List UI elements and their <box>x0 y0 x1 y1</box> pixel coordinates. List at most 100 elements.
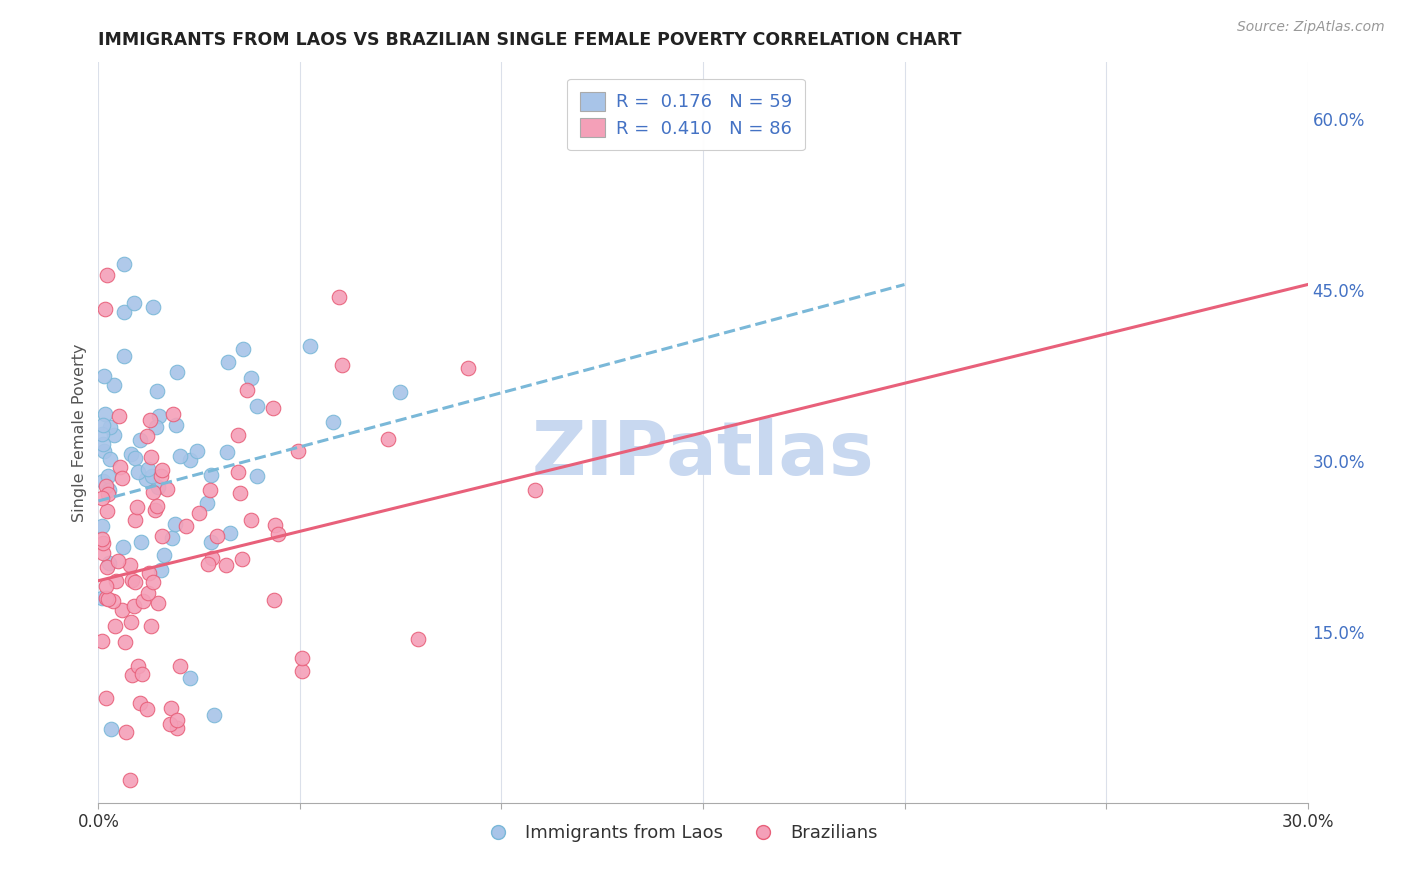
Point <box>145 499 167 513</box>
Point <box>235 383 257 397</box>
Point <box>121 667 143 681</box>
Text: IMMIGRANTS FROM LAOS VS BRAZILIAN SINGLE FEMALE POVERTY CORRELATION CHART: IMMIGRANTS FROM LAOS VS BRAZILIAN SINGLE… <box>98 31 962 49</box>
Point <box>115 725 138 739</box>
Point <box>124 574 146 589</box>
Point <box>166 722 188 736</box>
Point <box>165 516 187 531</box>
Point <box>174 519 197 533</box>
Point <box>198 483 221 498</box>
Point <box>328 289 350 303</box>
Point <box>143 503 166 517</box>
Point <box>122 599 145 613</box>
Point <box>179 671 201 685</box>
Point <box>108 460 131 475</box>
Point <box>91 474 114 488</box>
Point <box>330 358 353 372</box>
Point <box>246 400 269 414</box>
Point <box>127 500 149 514</box>
Point <box>97 469 120 483</box>
Point <box>107 553 129 567</box>
Point <box>166 365 188 379</box>
Point <box>138 566 160 580</box>
Point <box>96 268 118 282</box>
Point <box>91 437 114 451</box>
Point <box>263 592 285 607</box>
Point <box>127 465 149 479</box>
Point <box>97 483 120 498</box>
Point <box>91 634 114 648</box>
Point <box>118 558 141 572</box>
Point <box>94 302 117 317</box>
Point <box>96 560 118 574</box>
Point <box>145 384 167 398</box>
Point <box>91 491 114 505</box>
Point <box>166 713 188 727</box>
Point <box>200 468 222 483</box>
Point <box>105 574 128 588</box>
Point <box>97 556 120 570</box>
Point <box>108 409 131 424</box>
Point <box>240 513 263 527</box>
Point <box>111 540 134 554</box>
Point <box>120 447 142 461</box>
Point <box>162 408 184 422</box>
Point <box>217 355 239 369</box>
Point <box>93 417 115 432</box>
Point <box>239 371 262 385</box>
Point <box>139 450 162 464</box>
Point <box>389 385 412 400</box>
Point <box>104 619 127 633</box>
Point <box>169 659 191 673</box>
Point <box>228 486 250 500</box>
Point <box>93 407 115 421</box>
Point <box>112 350 135 364</box>
Point <box>188 506 211 520</box>
Point <box>94 690 117 705</box>
Point <box>96 504 118 518</box>
Point <box>91 533 114 547</box>
Point <box>91 519 114 533</box>
Point <box>246 468 269 483</box>
Point <box>91 546 114 560</box>
Point <box>91 591 114 606</box>
Point <box>114 635 136 649</box>
Point <box>100 722 122 736</box>
Point <box>195 496 218 510</box>
Point <box>136 702 159 716</box>
Point <box>120 772 142 787</box>
Point <box>111 471 134 485</box>
Point <box>142 300 165 314</box>
Point <box>150 463 173 477</box>
Point <box>112 258 135 272</box>
Point <box>219 525 242 540</box>
Point <box>202 708 225 723</box>
Text: Source: ZipAtlas.com: Source: ZipAtlas.com <box>1237 20 1385 34</box>
Point <box>135 472 157 486</box>
Point <box>124 296 146 310</box>
Point <box>291 650 314 665</box>
Point <box>93 369 115 384</box>
Point <box>156 482 179 496</box>
Point <box>139 413 162 427</box>
Point <box>149 563 172 577</box>
Point <box>159 717 181 731</box>
Point <box>153 548 176 562</box>
Point <box>298 339 321 353</box>
Point <box>287 444 309 458</box>
Point <box>141 468 163 483</box>
Point <box>160 531 183 545</box>
Point <box>112 305 135 319</box>
Point <box>136 429 159 443</box>
Point <box>136 585 159 599</box>
Point <box>186 443 208 458</box>
Point <box>226 428 249 442</box>
Point <box>91 536 114 550</box>
Point <box>103 428 125 442</box>
Point <box>205 529 228 543</box>
Point <box>124 451 146 466</box>
Point <box>262 401 284 416</box>
Point <box>150 529 173 543</box>
Legend: Immigrants from Laos, Brazilians: Immigrants from Laos, Brazilians <box>472 817 884 849</box>
Text: ZIPatlas: ZIPatlas <box>531 418 875 491</box>
Point <box>103 378 125 392</box>
